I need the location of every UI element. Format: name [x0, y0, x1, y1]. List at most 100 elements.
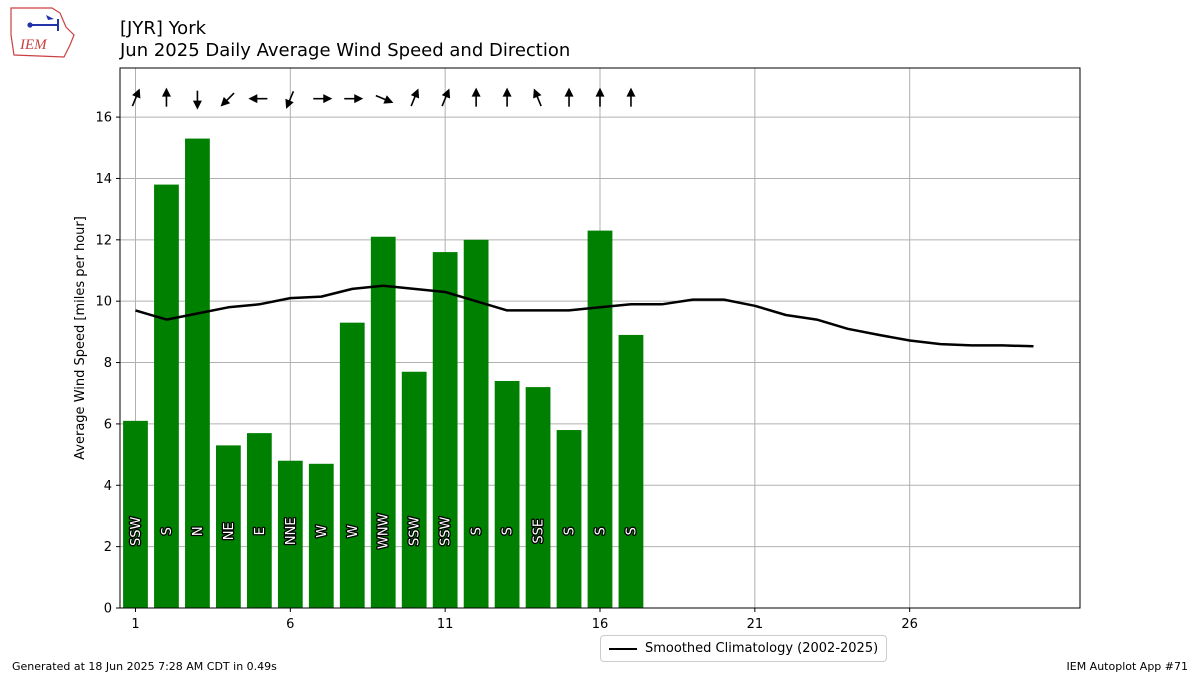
app-credit: IEM Autoplot App #71	[1066, 660, 1189, 673]
arrow-head	[626, 87, 636, 97]
arrow-head	[441, 88, 451, 99]
arrow-shaft	[375, 94, 388, 101]
direction-label: SSW	[408, 516, 423, 546]
arrow-head	[564, 87, 574, 97]
wind-direction-arrow	[161, 87, 171, 107]
x-tick-label: 16	[592, 617, 609, 632]
climatology-layer	[135, 284, 1034, 348]
y-tick-label: 2	[104, 540, 112, 555]
wind-speed-bar	[494, 380, 520, 608]
iem-logo: IEM	[10, 7, 75, 58]
chart-title-station: [JYR] York	[120, 18, 207, 39]
y-tick-label: 4	[104, 479, 112, 494]
wind-direction-arrow	[375, 94, 394, 104]
direction-label: S	[470, 527, 485, 535]
wind-speed-bar	[246, 433, 272, 608]
x-tick-label: 26	[901, 617, 918, 632]
arrow-head	[471, 87, 481, 97]
direction-label: N	[191, 526, 206, 536]
y-tick-label: 16	[95, 111, 112, 126]
y-tick-label: 12	[95, 233, 112, 248]
wind-speed-bar	[525, 387, 551, 608]
wind-speed-bar	[587, 230, 613, 608]
wind-speed-bar	[277, 460, 303, 608]
arrow-head	[383, 95, 394, 104]
wind-speed-bar	[618, 334, 644, 608]
direction-label: NNE	[284, 517, 299, 545]
arrow-head	[354, 94, 364, 104]
wind-speed-bar	[432, 252, 458, 608]
wind-speed-bar	[370, 236, 396, 608]
wind-speed-bar	[185, 138, 210, 608]
wind-speed-bar	[216, 445, 241, 608]
direction-arrows	[131, 87, 636, 110]
wind-direction-arrow	[313, 94, 333, 104]
wind-direction-arrow	[220, 92, 235, 107]
legend-label: Smoothed Climatology (2002-2025)	[645, 641, 879, 656]
direction-label: S	[624, 527, 639, 535]
legend-line-swatch	[609, 647, 637, 650]
wind-speed-bar	[123, 420, 148, 608]
legend: Smoothed Climatology (2002-2025)	[600, 635, 888, 662]
generated-timestamp: Generated at 18 Jun 2025 7:28 AM CDT in …	[12, 660, 277, 673]
wind-speed-bar	[154, 184, 179, 608]
wind-direction-arrow	[131, 88, 141, 107]
arrow-head	[161, 87, 171, 97]
wind-direction-arrow	[410, 88, 420, 107]
arrow-head	[285, 98, 294, 109]
direction-label: WNW	[377, 513, 392, 549]
y-tick-label: 6	[104, 417, 112, 432]
climatology-line	[135, 284, 1034, 348]
wind-speed-bar	[339, 322, 365, 608]
wind-direction-arrow	[533, 88, 542, 107]
wind-direction-arrow	[248, 94, 268, 104]
direction-label: S	[501, 527, 516, 535]
direction-label: E	[253, 527, 268, 535]
wind-direction-arrow	[285, 90, 295, 109]
arrow-head	[410, 88, 420, 99]
x-tick-label: 21	[747, 617, 764, 632]
wind-direction-arrow	[564, 87, 574, 107]
direction-label: SSW	[129, 516, 144, 546]
wind-direction-arrow	[471, 87, 481, 107]
arrow-head	[248, 94, 258, 104]
arrow-head	[595, 87, 605, 97]
wind-direction-arrow	[626, 87, 636, 107]
direction-label: NE	[222, 522, 237, 540]
arrow-head	[533, 88, 542, 99]
chart-title: Jun 2025 Daily Average Wind Speed and Di…	[120, 40, 571, 61]
arrow-head	[323, 94, 333, 104]
y-tick-label: 0	[104, 602, 112, 617]
direction-label: S	[160, 527, 175, 535]
direction-label: W	[346, 525, 361, 538]
y-tick-label: 8	[104, 356, 112, 371]
y-tick-label: 14	[95, 172, 112, 187]
direction-label: S	[594, 527, 609, 535]
arrow-head	[502, 87, 512, 97]
direction-label: SSE	[532, 519, 547, 544]
arrow-head	[132, 88, 141, 99]
wind-speed-bar	[556, 430, 582, 608]
wind-direction-arrow	[192, 90, 202, 110]
direction-label: W	[315, 525, 330, 538]
y-tick-label: 10	[95, 295, 112, 310]
wind-direction-arrow	[441, 88, 451, 107]
x-tick-label: 6	[286, 617, 294, 632]
direction-label: S	[563, 527, 578, 535]
wind-speed-bar	[401, 371, 427, 608]
arrow-head	[192, 100, 202, 110]
wind-direction-arrow	[595, 87, 605, 107]
wind-direction-arrow	[344, 94, 364, 104]
direction-labels: SSW S N NE E NNE W W WNW SSW SSW S S SSE S S S	[128, 512, 641, 550]
wind-speed-bar	[308, 463, 334, 608]
x-tick-label: 1	[131, 617, 139, 632]
wind-speed-bar	[463, 239, 489, 608]
direction-label: SSW	[439, 516, 454, 546]
y-axis-label: Average Wind Speed [miles per hour]	[73, 216, 88, 460]
x-tick-label: 11	[437, 617, 454, 632]
bars	[123, 138, 644, 608]
wind-direction-arrow	[502, 87, 512, 107]
arrow-shaft	[131, 94, 138, 107]
